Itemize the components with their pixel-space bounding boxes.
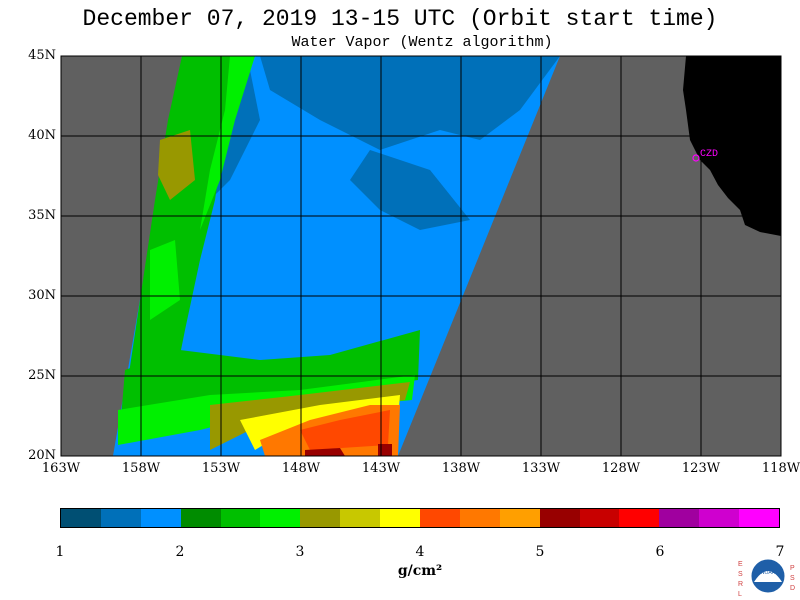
colorbar-tick-label: 5 (535, 544, 545, 560)
latitude-label: 40N (28, 128, 56, 143)
colorbar-segment (61, 509, 101, 527)
logo-esrl-l: L (738, 591, 742, 598)
colorbar-segment (260, 509, 301, 527)
colorbar-tick-label: 6 (655, 544, 665, 560)
logo-bird-shape (754, 571, 782, 582)
longitude-label: 118W (761, 461, 800, 476)
swath-dark-red-1 (305, 448, 345, 456)
latitude-label: 30N (28, 288, 56, 303)
longitude-label: 133W (521, 461, 561, 476)
colorbar-segment (699, 509, 740, 527)
longitude-label: 128W (601, 461, 641, 476)
longitude-label: 143W (361, 461, 401, 476)
colorbar-segment (619, 509, 660, 527)
swath-bright-green-patch (150, 240, 180, 320)
colorbar-segment (739, 509, 780, 527)
latitude-label: 20N (28, 448, 56, 463)
colorbar-segment (459, 509, 500, 527)
satellite-swath (113, 56, 560, 456)
latitude-label: 25N (28, 368, 56, 383)
logo-psd-s: S (790, 575, 795, 582)
swath-olive-south (210, 382, 410, 450)
logo-noaa-text: NOAA (761, 570, 776, 576)
latitude-label: 35N (28, 208, 56, 223)
colorbar-segment (579, 509, 620, 527)
swath-dark-blue-north (260, 56, 560, 150)
colorbar-unit-label: g/cm² (397, 563, 443, 579)
station-marker-czd: CZD (692, 149, 718, 162)
colorbar-tick-label: 1 (55, 544, 65, 560)
swath-olive-patch (158, 130, 195, 200)
station-label: CZD (700, 149, 718, 160)
swath-dark-blue-mid (350, 150, 470, 230)
colorbar-segment (300, 509, 341, 527)
longitude-label: 158W (121, 461, 161, 476)
colorbar-segment (340, 509, 381, 527)
longitude-label: 163W (41, 461, 81, 476)
station-dot (692, 154, 700, 162)
colorbar-segment (499, 509, 540, 527)
colorbar (60, 508, 780, 528)
colorbar-segment (140, 509, 181, 527)
colorbar-tick-label: 3 (295, 544, 305, 560)
longitude-label: 148W (281, 461, 321, 476)
swath-red-orange-south (300, 410, 390, 450)
noaa-logo: E S R L NOAA P S D (738, 558, 795, 598)
colorbar-segment (420, 509, 460, 527)
colorbar-segment (659, 509, 700, 527)
logo-esrl-r: R (738, 581, 743, 588)
logo-esrl-e: E (738, 561, 743, 568)
latitude-label: 45N (28, 48, 56, 63)
swath-dark-red-2 (378, 444, 392, 456)
colorbar-segment (180, 509, 221, 527)
logo-psd-p: P (790, 565, 795, 572)
longitude-label: 123W (681, 461, 721, 476)
colorbar-tick-label: 7 (775, 544, 785, 560)
colorbar-segment (380, 509, 421, 527)
logo-psd-d: D (790, 585, 795, 592)
figure-title: December 07, 2019 13-15 UTC (Orbit start… (82, 6, 718, 32)
logo-esrl-s: S (738, 571, 743, 578)
colorbar-tick-label: 4 (415, 544, 425, 560)
colorbar-segment (100, 509, 141, 527)
colorbar-segment (220, 509, 261, 527)
longitude-label: 138W (441, 461, 481, 476)
longitude-label: 153W (201, 461, 241, 476)
map-frame (60, 55, 782, 457)
swath-bright-green-edge (200, 56, 255, 230)
north-america-land (683, 56, 781, 236)
figure-subtitle: Water Vapor (Wentz algorithm) (291, 34, 553, 51)
colorbar-tick-label: 2 (175, 544, 185, 560)
colorbar-segment (539, 509, 580, 527)
